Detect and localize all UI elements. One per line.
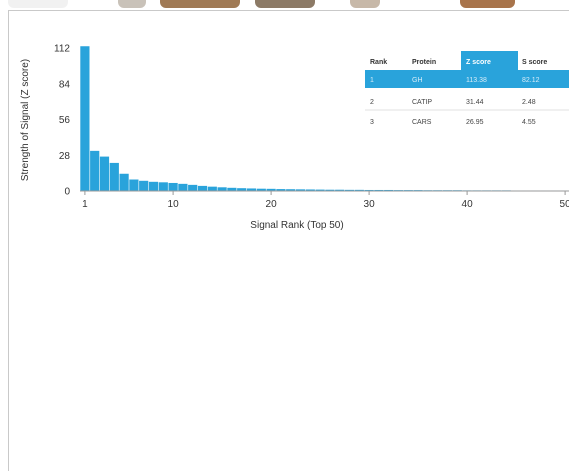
table-cell-r1-s: 82.12 — [522, 77, 540, 84]
table-cell-r3-s: 4.55 — [522, 119, 536, 126]
bar-rank-1 — [80, 46, 89, 191]
bar-rank-4 — [110, 163, 119, 191]
y-axis-title: Strength of Signal (Z score) — [20, 59, 31, 181]
y-axis-ticks: 0 28 56 84 112 — [54, 44, 70, 198]
bar-rank-7 — [139, 181, 148, 191]
bar-rank-9 — [159, 182, 168, 191]
table-header-s-score: S score — [522, 59, 547, 66]
bar-rank-13 — [198, 186, 207, 191]
x-tick-label: 20 — [266, 199, 278, 210]
bar-rank-6 — [129, 180, 138, 191]
bar-rank-12 — [188, 185, 197, 191]
ranking-table: Rank Protein Z score S score 1 GH 113.38… — [365, 51, 569, 126]
table-cell-r2-s: 2.48 — [522, 99, 536, 106]
y-tick-label: 112 — [54, 44, 70, 55]
x-axis-title: Signal Rank (Top 50) — [250, 220, 343, 231]
table-cell-r1-z: 113.38 — [466, 77, 487, 84]
y-tick-label: 84 — [59, 79, 71, 90]
table-cell-r3-rank: 3 — [370, 119, 374, 126]
x-tick-label: 30 — [364, 199, 376, 210]
bar-rank-10 — [169, 183, 178, 191]
table-cell-r1-protein: GH — [412, 77, 423, 84]
table-cell-r3-protein: CARS — [412, 119, 432, 126]
x-tick-label: 50 — [560, 199, 569, 210]
y-tick-label: 0 — [64, 187, 70, 198]
y-tick-label: 56 — [59, 115, 71, 126]
table-cell-r2-rank: 2 — [370, 99, 374, 106]
x-axis-ticks: 1 10 20 30 40 50 — [82, 191, 569, 210]
table-header-rank: Rank — [370, 59, 387, 66]
bar-rank-8 — [149, 182, 158, 191]
x-tick-label: 40 — [462, 199, 474, 210]
table-header-z-score: Z score — [466, 59, 491, 66]
bar-rank-15 — [218, 187, 227, 191]
z-score-bar-chart: 0 28 56 84 112 1 10 20 30 40 50 Strength of Signa… — [0, 0, 569, 461]
x-tick-label: 1 — [82, 199, 88, 210]
bar-rank-5 — [120, 174, 129, 191]
table-cell-r2-z: 31.44 — [466, 99, 484, 106]
y-tick-label: 28 — [59, 151, 71, 162]
table-cell-r3-z: 26.95 — [466, 119, 484, 126]
x-tick-label: 10 — [168, 199, 180, 210]
bar-rank-3 — [100, 157, 109, 191]
table-header-protein: Protein — [412, 59, 436, 66]
bar-rank-14 — [208, 187, 217, 191]
table-cell-r1-rank: 1 — [370, 77, 374, 84]
bar-rank-2 — [90, 151, 99, 191]
bar-rank-11 — [178, 184, 187, 191]
table-cell-r2-protein: CATIP — [412, 99, 432, 106]
